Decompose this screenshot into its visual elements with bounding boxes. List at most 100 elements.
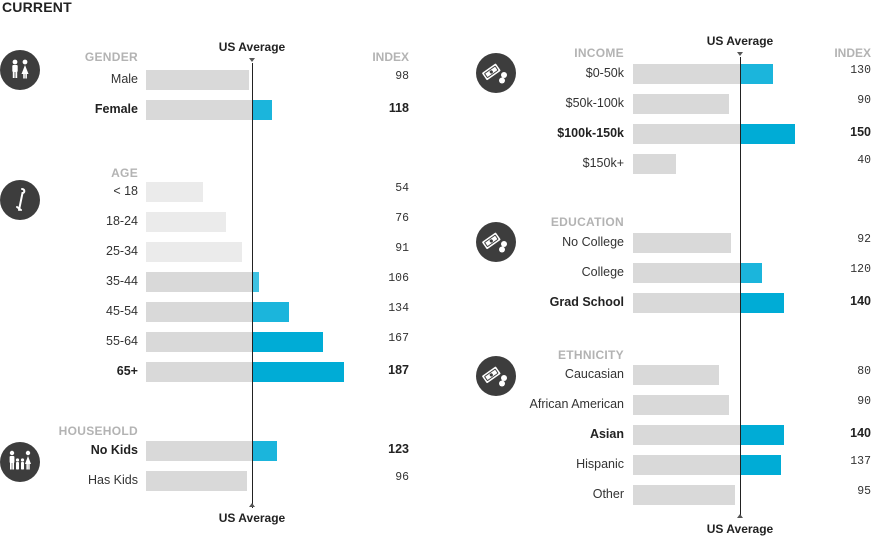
index-value: 96 xyxy=(395,471,409,484)
row-label: $0-50k xyxy=(585,66,624,80)
bar-baseline xyxy=(633,154,676,174)
us-average-label-top: US Average xyxy=(706,34,774,48)
family-icon xyxy=(0,442,40,482)
bar-value xyxy=(741,124,795,144)
bar-baseline xyxy=(146,441,252,461)
bar-baseline xyxy=(146,471,247,491)
us-average-label-bottom: US Average xyxy=(218,511,286,525)
row-label: $50k-100k xyxy=(565,96,624,110)
row-label: 18-24 xyxy=(106,214,138,228)
index-value: 90 xyxy=(857,94,871,107)
bar-baseline xyxy=(633,485,735,505)
row-label: 65+ xyxy=(116,364,138,378)
us-average-label-bottom: US Average xyxy=(706,522,774,536)
row-label: Caucasian xyxy=(564,367,624,381)
bar-baseline xyxy=(146,272,252,292)
us-average-label-top: US Average xyxy=(218,40,286,54)
index-value: 120 xyxy=(850,263,871,276)
bar-value xyxy=(253,441,278,461)
bar-value xyxy=(741,455,781,475)
bar-value xyxy=(741,425,784,445)
index-value: 137 xyxy=(850,455,871,468)
bar-baseline xyxy=(146,182,203,202)
money-icon xyxy=(476,53,516,93)
index-value: 140 xyxy=(850,294,871,308)
index-value: 98 xyxy=(395,70,409,83)
bar-baseline xyxy=(633,365,719,385)
index-value: 90 xyxy=(857,395,871,408)
bar-baseline xyxy=(633,233,732,253)
bar-baseline xyxy=(146,100,252,120)
bar-baseline xyxy=(633,124,740,144)
row-label: < 18 xyxy=(113,184,138,198)
index-value: 80 xyxy=(857,365,871,378)
us-average-line xyxy=(740,57,741,518)
index-value: 134 xyxy=(388,302,409,315)
row-label: College xyxy=(581,265,624,279)
section-title-gender: GENDER xyxy=(84,50,138,64)
chevron-up-icon xyxy=(737,514,743,518)
index-value: 123 xyxy=(388,442,409,456)
row-label: $100k-150k xyxy=(557,126,624,140)
index-value: 91 xyxy=(395,242,409,255)
bar-value xyxy=(253,272,260,292)
index-value: 92 xyxy=(857,233,871,246)
bar-value xyxy=(253,332,324,352)
row-label: African American xyxy=(529,397,624,411)
row-label: No Kids xyxy=(90,443,138,457)
index-value: 187 xyxy=(388,363,409,377)
index-value: 167 xyxy=(388,332,409,345)
bar-value xyxy=(741,293,784,313)
chevron-up-icon xyxy=(249,503,255,507)
section-title-income: INCOME xyxy=(574,46,624,60)
index-header: INDEX xyxy=(834,46,871,60)
money-icon xyxy=(476,356,516,396)
bar-baseline xyxy=(633,293,740,313)
row-label: Male xyxy=(110,72,138,86)
section-title-household: HOUSEHOLD xyxy=(58,424,138,438)
index-value: 150 xyxy=(850,125,871,139)
index-value: 130 xyxy=(850,64,871,77)
bar-baseline xyxy=(633,425,740,445)
bar-baseline xyxy=(146,302,252,322)
bar-baseline xyxy=(146,242,242,262)
bar-baseline xyxy=(633,395,730,415)
row-label: $150k+ xyxy=(582,156,624,170)
bar-value xyxy=(253,362,345,382)
cane-icon xyxy=(0,180,40,220)
bar-baseline xyxy=(146,70,249,90)
bar-baseline xyxy=(633,263,740,283)
index-value: 106 xyxy=(388,272,409,285)
bar-baseline xyxy=(633,455,740,475)
row-label: Asian xyxy=(589,427,624,441)
chevron-down-icon xyxy=(249,58,255,62)
index-value: 76 xyxy=(395,212,409,225)
row-label: 45-54 xyxy=(106,304,138,318)
row-label: 25-34 xyxy=(106,244,138,258)
section-title-ethnicity: ETHNICITY xyxy=(557,348,624,362)
index-value: 95 xyxy=(857,485,871,498)
index-header: INDEX xyxy=(372,50,409,64)
row-label: No College xyxy=(562,235,624,249)
index-value: 54 xyxy=(395,182,409,195)
bar-baseline xyxy=(146,362,252,382)
bar-value xyxy=(741,263,763,283)
bar-baseline xyxy=(633,64,740,84)
people-icon xyxy=(0,50,40,90)
bar-value xyxy=(253,302,289,322)
money-icon xyxy=(476,222,516,262)
us-average-line xyxy=(252,63,253,508)
row-label: Grad School xyxy=(549,295,624,309)
bar-baseline xyxy=(146,332,252,352)
page-title: CURRENT xyxy=(2,0,72,15)
row-label: 35-44 xyxy=(106,274,138,288)
section-title-education: EDUCATION xyxy=(550,215,624,229)
bar-value xyxy=(741,64,774,84)
bar-baseline xyxy=(146,212,226,232)
index-value: 40 xyxy=(857,154,871,167)
section-title-age: AGE xyxy=(111,166,138,180)
chevron-down-icon xyxy=(737,52,743,56)
index-value: 118 xyxy=(388,101,409,115)
bar-value xyxy=(253,100,272,120)
row-label: Has Kids xyxy=(87,473,138,487)
